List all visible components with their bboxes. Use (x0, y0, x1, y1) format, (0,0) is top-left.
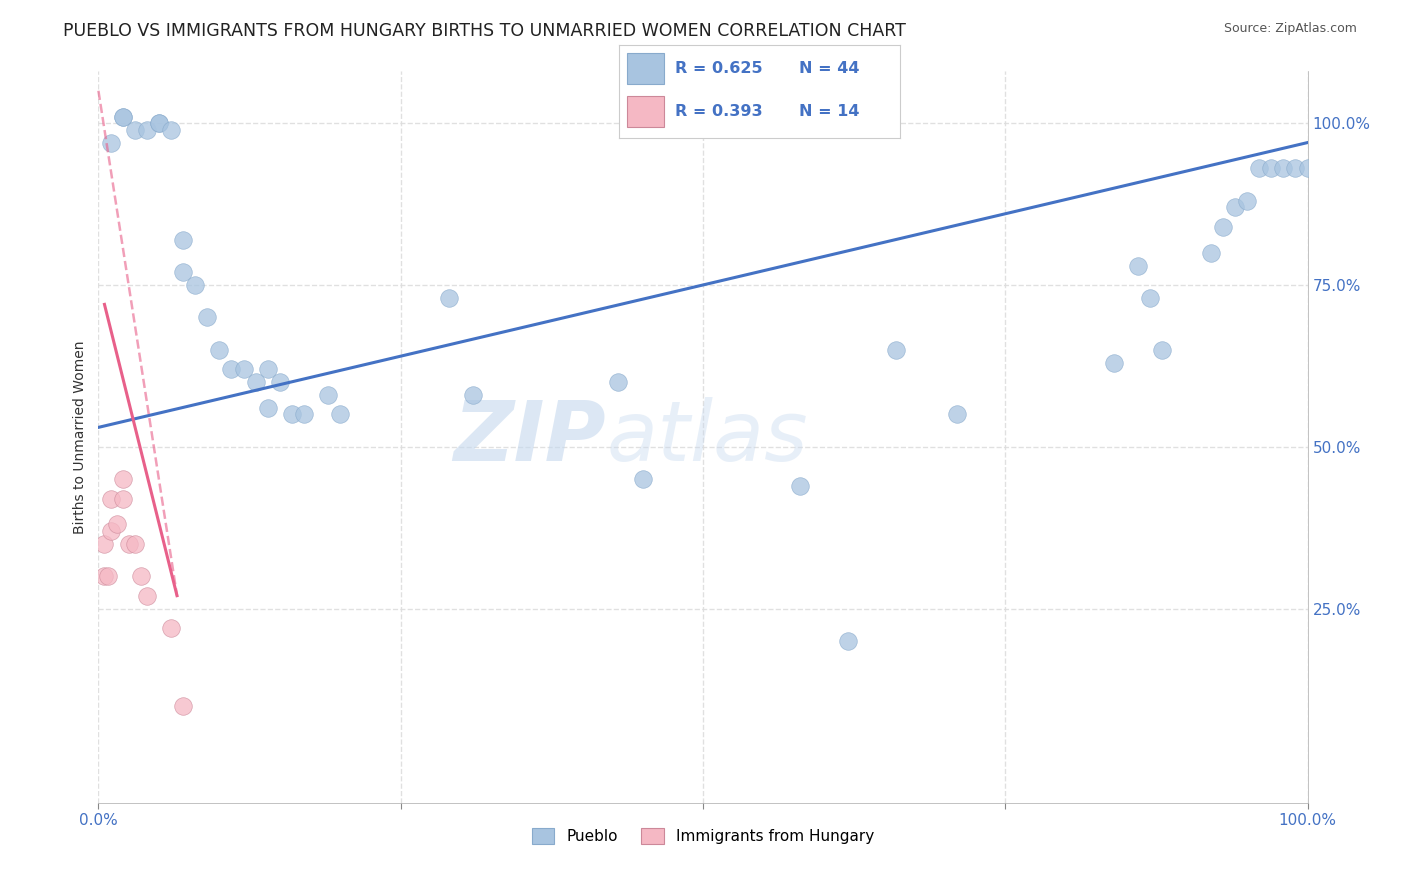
Point (1296, 161, 1319, 176)
Point (281, 408, 304, 422)
Point (607, 375, 630, 389)
Point (172, 698, 194, 713)
Point (1212, 219, 1234, 234)
Bar (627, 96, 664, 127)
Point (135, 589, 157, 603)
Point (437, 291, 460, 305)
Point (245, 375, 267, 389)
Point (631, 472, 654, 486)
Point (160, 122, 183, 136)
Text: Source: ZipAtlas.com: Source: ZipAtlas.com (1223, 22, 1357, 36)
Point (1260, 161, 1282, 176)
Point (97, 569, 120, 583)
Y-axis label: Births to Unmarried Women: Births to Unmarried Women (73, 341, 87, 533)
Point (1223, 200, 1246, 214)
Bar (627, 53, 664, 84)
Text: R = 0.625: R = 0.625 (675, 61, 762, 76)
Point (292, 408, 315, 422)
Point (256, 401, 278, 415)
Legend: Pueblo, Immigrants from Hungary: Pueblo, Immigrants from Hungary (526, 822, 880, 850)
Text: N = 14: N = 14 (799, 104, 859, 119)
Point (1102, 356, 1125, 370)
Point (886, 343, 908, 357)
Point (129, 569, 152, 583)
Text: ZIP: ZIP (454, 397, 606, 477)
Point (1128, 259, 1150, 273)
Point (111, 472, 134, 486)
Point (221, 362, 243, 376)
Point (111, 491, 134, 506)
Point (100, 524, 122, 538)
Point (111, 110, 134, 124)
Point (269, 375, 291, 389)
Text: R = 0.393: R = 0.393 (675, 104, 762, 119)
Point (124, 537, 146, 551)
Point (160, 621, 183, 635)
Point (148, 116, 170, 130)
Point (1236, 194, 1258, 208)
Point (1249, 161, 1271, 176)
Point (789, 478, 811, 492)
Point (946, 408, 969, 422)
Point (837, 634, 859, 648)
Point (316, 388, 339, 402)
Point (1199, 245, 1222, 260)
Point (1139, 291, 1161, 305)
Point (105, 517, 128, 532)
Point (172, 265, 194, 279)
Point (148, 116, 170, 130)
Text: PUEBLO VS IMMIGRANTS FROM HUNGARY BIRTHS TO UNMARRIED WOMEN CORRELATION CHART: PUEBLO VS IMMIGRANTS FROM HUNGARY BIRTHS… (63, 22, 905, 40)
Point (329, 408, 352, 422)
Point (111, 110, 134, 124)
Point (100, 136, 122, 150)
Point (1152, 343, 1174, 357)
Point (256, 362, 278, 376)
Point (172, 233, 194, 247)
Point (208, 343, 231, 357)
Point (135, 122, 157, 136)
Point (118, 537, 141, 551)
Point (1272, 161, 1295, 176)
Point (93, 569, 115, 583)
Point (124, 122, 146, 136)
Point (93, 537, 115, 551)
Text: N = 44: N = 44 (799, 61, 859, 76)
Point (1284, 161, 1306, 176)
Point (184, 277, 207, 292)
Text: atlas: atlas (606, 397, 808, 477)
Point (195, 310, 218, 325)
Point (463, 388, 485, 402)
Point (232, 362, 254, 376)
Point (100, 491, 122, 506)
